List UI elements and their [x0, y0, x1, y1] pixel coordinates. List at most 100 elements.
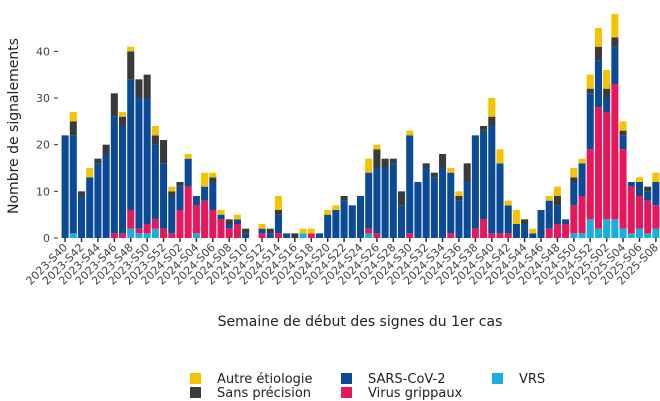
bar-segment: [373, 144, 381, 150]
bar-segment: [233, 214, 241, 220]
bar-segment: [365, 158, 373, 173]
bar-segment: [266, 228, 274, 234]
bar-segment: [635, 177, 644, 182]
bar-segment: [143, 74, 151, 98]
bar-segment: [635, 228, 644, 238]
bar-segment: [635, 182, 644, 196]
bar-segment: [488, 233, 496, 238]
y-tick-label: 0: [43, 232, 50, 245]
bar-segment: [430, 177, 438, 238]
bar-segment: [332, 205, 340, 210]
bar-segment: [644, 191, 652, 201]
bar-segment: [184, 186, 192, 238]
bar-segment: [168, 233, 176, 238]
bar-segment: [586, 88, 594, 94]
bar-segment: [143, 98, 151, 224]
bar-segment: [209, 177, 217, 182]
bar-segment: [611, 14, 619, 38]
bar-segment: [217, 214, 225, 220]
bar-segment: [151, 219, 159, 229]
bar-segment: [127, 210, 135, 229]
bar-segment: [299, 228, 307, 234]
bar-segment: [176, 182, 184, 187]
bar-segment: [422, 163, 430, 168]
bar-segment: [119, 233, 127, 238]
bar-segment: [504, 200, 512, 206]
bar-segment: [192, 205, 200, 234]
bar-segment: [381, 158, 389, 168]
bar-segment: [553, 224, 561, 238]
bar-segment: [127, 228, 135, 238]
bar-segment: [397, 205, 406, 238]
bar-segment: [430, 172, 438, 178]
bar-segment: [274, 210, 282, 215]
bar-segment: [611, 84, 619, 220]
bar-segment: [570, 205, 578, 234]
legend-key: [190, 387, 201, 398]
bar-segment: [135, 98, 143, 229]
bar-segment: [94, 158, 102, 164]
bar-segment: [77, 191, 86, 196]
bar-segment: [504, 233, 512, 238]
bar-segment: [619, 121, 627, 131]
bar-segment: [209, 182, 217, 210]
bar-segment: [102, 144, 110, 154]
bar-segment: [529, 233, 537, 238]
bar-segment: [201, 200, 209, 238]
bar-segment: [160, 140, 168, 164]
bar-segment: [496, 149, 504, 164]
bar-segment: [644, 233, 652, 238]
bar-segment: [422, 168, 430, 238]
bar-segment: [233, 224, 241, 238]
bar-segment: [447, 233, 455, 238]
bar-segment: [644, 200, 652, 234]
bar-segment: [135, 79, 143, 98]
bar-segment: [217, 219, 225, 238]
bar-segment: [127, 46, 135, 52]
bar-segment: [160, 228, 168, 238]
bar-segment: [274, 196, 282, 210]
bar-segment: [537, 210, 545, 238]
bar-segment: [488, 116, 496, 126]
bar-segment: [110, 116, 118, 234]
bar-segment: [586, 149, 594, 220]
bar-segment: [102, 154, 110, 238]
bar-segment: [652, 182, 660, 206]
bar-segment: [496, 163, 504, 234]
bar-segment: [603, 70, 611, 89]
bar-segment: [455, 196, 463, 201]
bar-segment: [619, 149, 627, 229]
bar-segment: [225, 219, 233, 224]
bar-segment: [151, 126, 159, 136]
y-tick-label: 20: [36, 139, 50, 152]
bar-segment: [545, 228, 553, 238]
bar-segment: [611, 46, 619, 84]
bar-segment: [110, 93, 118, 117]
legend-key: [341, 387, 352, 398]
bar-segment: [496, 233, 504, 238]
bar-segment: [603, 88, 611, 98]
bar-segment: [356, 196, 365, 238]
bar-segment: [488, 126, 496, 234]
bar-segment: [151, 144, 159, 220]
bar-segment: [119, 112, 127, 117]
bar-segment: [340, 196, 348, 201]
bar-segment: [324, 210, 332, 215]
bar-segment: [406, 233, 414, 238]
bar-segment: [86, 177, 94, 238]
bar-segment: [365, 172, 373, 229]
bar-segment: [127, 51, 135, 80]
bar-segment: [184, 154, 192, 159]
bar-segment: [455, 200, 463, 238]
bar-segment: [365, 228, 373, 234]
bar-segment: [512, 224, 520, 238]
bar-segment: [529, 228, 537, 234]
bar-segment: [570, 182, 578, 206]
bar-segment: [381, 168, 389, 238]
y-tick-label: 10: [36, 185, 50, 198]
bar-segment: [160, 163, 168, 229]
bar-segment: [176, 210, 184, 238]
bar-segment: [439, 154, 447, 168]
bar-segment: [586, 93, 594, 150]
